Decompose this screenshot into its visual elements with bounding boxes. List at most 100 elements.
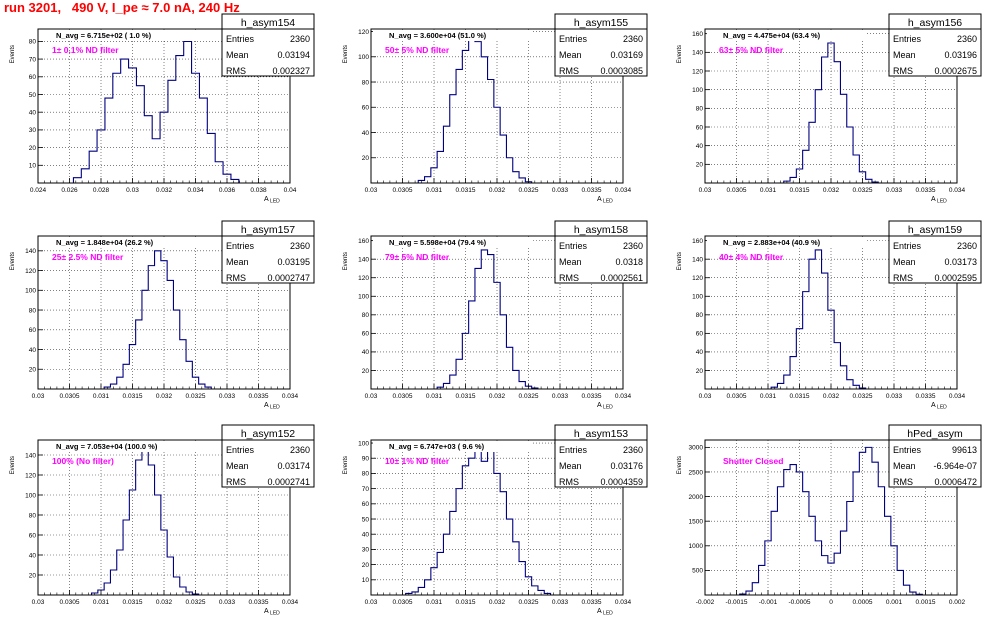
x-tick-label: 0.0315	[456, 393, 476, 400]
filter-annotation: 100% (No filter)	[52, 456, 114, 466]
x-tick-label: 0.034	[615, 187, 632, 194]
y-tick-label: 120	[692, 275, 703, 282]
x-tick-label: 0.0005	[853, 599, 873, 606]
histogram-name: h_asym159	[908, 224, 962, 236]
navg-label: N_avg = 2.883e+04 (40.9 %)	[723, 238, 821, 247]
stat-value: 0.03173	[944, 257, 977, 267]
x-tick-label: 0.03	[32, 599, 45, 606]
x-tick-label: 0.0305	[393, 187, 413, 194]
stat-label: Mean	[893, 50, 916, 60]
histogram-line	[436, 249, 539, 389]
stat-label: Mean	[559, 50, 582, 60]
y-tick-label: 140	[692, 50, 703, 57]
y-axis-label: Events	[677, 45, 683, 63]
x-tick-label: 0.03	[365, 187, 378, 194]
y-axis-label: Events	[677, 252, 683, 270]
x-tick-label: 0.026	[61, 187, 78, 194]
y-tick-label: 20	[362, 562, 370, 569]
stat-label: RMS	[226, 477, 246, 487]
histogram-name: h_asym158	[574, 224, 628, 236]
navg-label: N_avg = 7.053e+04 (100.0 %)	[56, 442, 158, 451]
x-tick-label: 0.032	[823, 393, 840, 400]
y-tick-label: 80	[696, 106, 704, 113]
stat-value: 0.0002747	[267, 273, 310, 283]
x-tick-label: 0.03	[699, 187, 712, 194]
stat-value: 0.0002595	[934, 273, 977, 283]
histogram-panel: 0.03 0.0305 0.031 0.0315 0.032 0.0325 0.033 0.0…	[10, 424, 315, 617]
stat-label: Mean	[559, 257, 582, 267]
stat-label: Entries	[226, 445, 255, 455]
x-tick-label: 0.032	[489, 393, 506, 400]
x-tick-label: 0.034	[282, 599, 299, 606]
stat-value: 0.03169	[610, 50, 643, 60]
stat-label: Entries	[893, 445, 922, 455]
y-tick-label: 10	[362, 577, 370, 584]
y-tick-label: 70	[29, 56, 37, 63]
stat-value: 2360	[290, 445, 310, 455]
x-tick-label: 0.031	[426, 599, 443, 606]
y-tick-label: 120	[358, 29, 369, 36]
y-tick-label: 40	[696, 349, 704, 356]
stat-label: RMS	[893, 273, 913, 283]
histogram-line	[91, 449, 200, 595]
y-tick-label: 30	[362, 547, 370, 554]
histogram-name: h_asym152	[241, 428, 295, 440]
navg-box	[707, 30, 867, 41]
stat-label: RMS	[226, 66, 246, 76]
y-tick-label: 100	[25, 288, 36, 295]
navg-label: N_avg = 6.715e+02 ( 1.0 %)	[56, 31, 152, 40]
stat-value: 0.03176	[610, 461, 643, 471]
x-tick-label: 0.034	[615, 599, 632, 606]
y-tick-label: 500	[692, 568, 703, 575]
x-axis-label: A LED	[264, 402, 280, 411]
x-tick-label: 0.032	[489, 599, 506, 606]
y-tick-label: 160	[358, 238, 369, 245]
stat-value: 0.0002675	[934, 66, 977, 76]
stat-label: Entries	[893, 241, 922, 251]
x-tick-label: 0.03	[32, 393, 45, 400]
x-tick-label: 0	[829, 599, 833, 606]
x-tick-label: 0.033	[552, 393, 569, 400]
stat-value: 0.0004359	[600, 477, 643, 487]
stats-box	[888, 13, 982, 77]
y-tick-label: 70	[362, 486, 370, 493]
y-tick-label: 40	[29, 552, 37, 559]
y-axis-label: Events	[10, 252, 16, 270]
y-tick-label: 20	[362, 368, 370, 375]
navg-label: N_avg = 4.475e+04 (63.4 %)	[723, 31, 821, 40]
y-tick-label: 20	[362, 155, 370, 162]
histogram-panel: -0.002 -0.0015 -0.001 -0.0005 0 0.0005 0.001 0.…	[677, 424, 982, 606]
stat-value: -6.964e-07	[933, 461, 977, 471]
stat-value: 0.03196	[944, 50, 977, 60]
histogram-name: h_asym155	[574, 17, 628, 29]
y-axis-label: Events	[10, 456, 16, 474]
stat-label: Entries	[559, 241, 588, 251]
stats-box	[554, 424, 648, 488]
x-tick-label: 0.0315	[790, 393, 810, 400]
x-tick-label: 0.034	[282, 393, 299, 400]
x-axis-label: A LED	[264, 608, 280, 617]
stat-label: RMS	[559, 66, 579, 76]
y-tick-label: 40	[29, 347, 37, 354]
x-tick-label: 0.0305	[727, 393, 747, 400]
x-tick-label: 0.0335	[249, 599, 269, 606]
histogram-name: h_asym156	[908, 17, 962, 29]
navg-box	[373, 30, 533, 41]
histogram-line	[72, 40, 240, 183]
x-tick-label: 0.0315	[123, 393, 143, 400]
x-tick-label: 0.036	[219, 187, 236, 194]
y-tick-label: 50	[29, 92, 37, 99]
stats-box	[554, 220, 648, 284]
y-tick-label: 140	[25, 248, 36, 255]
y-tick-label: 80	[29, 307, 37, 314]
y-tick-label: 60	[696, 124, 704, 131]
x-tick-label: 0.0335	[916, 187, 936, 194]
x-tick-label: 0.034	[949, 393, 966, 400]
stat-label: RMS	[559, 477, 579, 487]
stat-label: RMS	[226, 273, 246, 283]
y-tick-label: 2500	[689, 469, 704, 476]
y-tick-label: 100	[692, 87, 703, 94]
y-tick-label: 100	[358, 294, 369, 301]
x-tick-label: 0.033	[886, 187, 903, 194]
